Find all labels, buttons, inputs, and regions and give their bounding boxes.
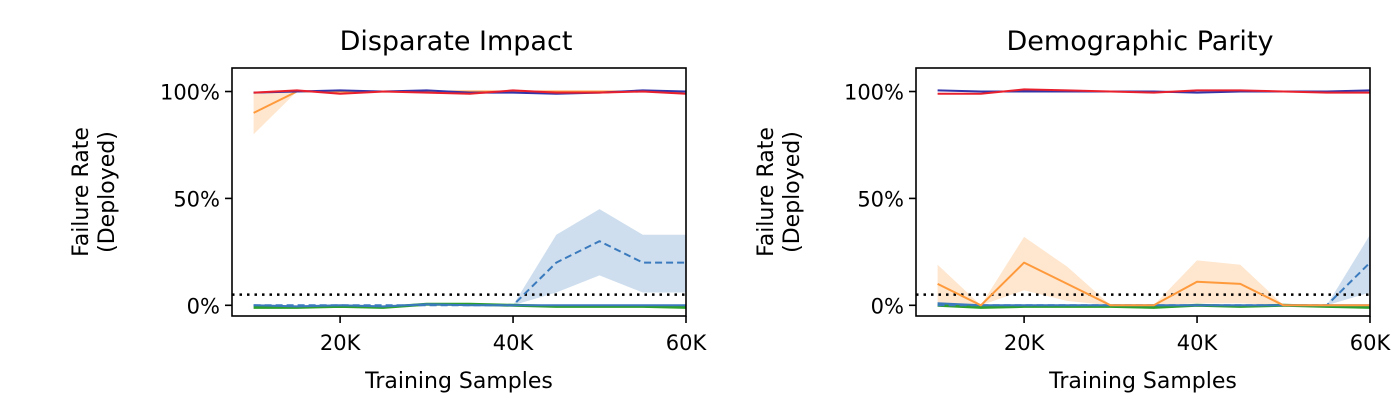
x-tick-label: 20K	[320, 331, 362, 355]
confidence-band-1	[253, 91, 686, 135]
x-tick-label: 20K	[1004, 331, 1046, 355]
y-tick-label: 100%	[160, 81, 220, 105]
chart-title: Demographic Parity	[1007, 26, 1274, 57]
plot-area	[916, 88, 1370, 309]
y-axis-label-line-1: Failure Rate	[69, 127, 94, 257]
y-tick-label: 100%	[844, 81, 904, 105]
y-tick-label: 0%	[187, 294, 220, 318]
y-axis-label-line-1: Failure Rate	[754, 127, 779, 257]
series-line-3	[937, 88, 1370, 95]
series-line-5	[253, 303, 686, 308]
series-line-1	[253, 90, 686, 114]
series-line-3	[253, 89, 686, 95]
y-axis-label-line-2: (Deployed)	[95, 131, 120, 253]
y-tick-label: 0%	[871, 294, 904, 318]
y-tick-label: 50%	[857, 187, 904, 211]
axes-frame	[915, 67, 1371, 317]
confidence-band-4	[253, 209, 686, 306]
x-tick-label: 60K	[666, 331, 708, 355]
chart-title: Disparate Impact	[340, 26, 573, 57]
x-tick-label: 40K	[493, 331, 535, 355]
y-axis-label-line-2: (Deployed)	[780, 131, 805, 253]
x-tick-label: 60K	[1350, 331, 1392, 355]
series-line-1	[937, 261, 1370, 307]
chart-panel-1: 20K 40K 60K 0% 50% 100% Disparate Impact Traini…	[69, 26, 707, 394]
confidence-band-1	[937, 236, 1370, 306]
chart-panel-2: 20K 40K 60K 0% 50% 100% Demographic Parity Trai…	[754, 26, 1391, 394]
series-line-4	[253, 240, 686, 307]
series-line-6	[253, 302, 686, 309]
y-tick-label: 50%	[173, 187, 220, 211]
plot-area	[232, 89, 686, 309]
x-axis-label: Training Samples	[364, 369, 553, 394]
series-line-4	[937, 261, 1370, 307]
x-tick-label: 40K	[1177, 331, 1219, 355]
axes-frame	[231, 67, 687, 317]
x-axis-label: Training Samples	[1048, 369, 1237, 394]
